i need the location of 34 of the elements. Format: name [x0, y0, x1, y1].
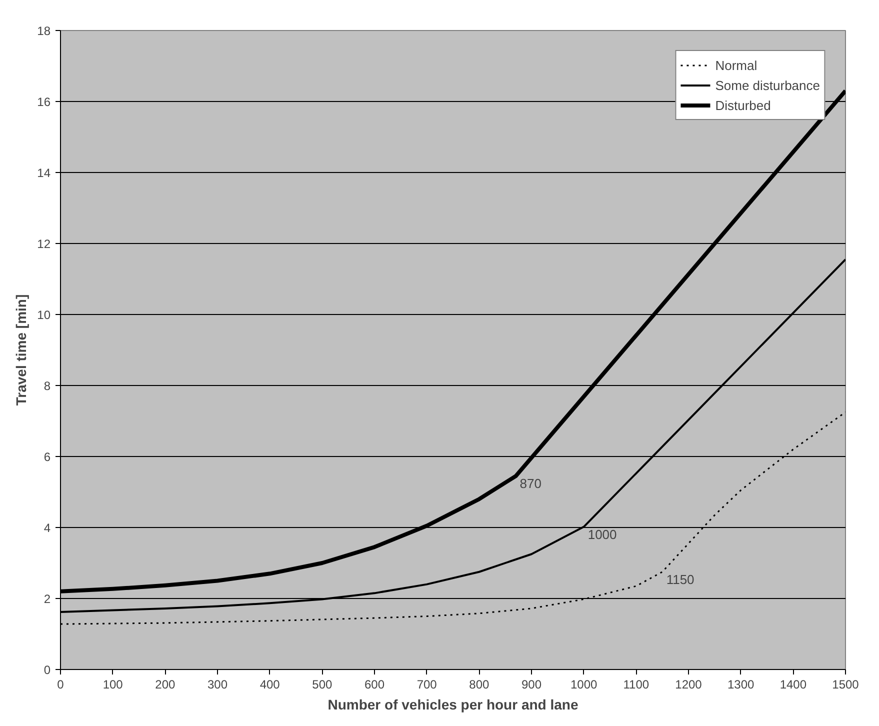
y-tick-label: 4	[44, 521, 51, 535]
x-tick-label: 1000	[570, 678, 598, 692]
y-axis-title: Travel time [min]	[13, 294, 30, 406]
x-tick-label: 1300	[727, 678, 755, 692]
x-tick-label: 1200	[675, 678, 702, 692]
x-tick-label: 0	[57, 678, 64, 692]
x-axis-title: Number of vehicles per hour and lane	[328, 696, 578, 712]
x-tick-label: 100	[102, 678, 124, 692]
y-tick-label: 12	[37, 237, 51, 251]
x-tick-label: 500	[312, 678, 333, 692]
x-tick-label: 900	[521, 678, 542, 692]
x-tick-label: 600	[364, 678, 385, 692]
x-tick-label: 400	[260, 678, 280, 692]
annotation: 1150	[666, 572, 694, 587]
y-tick-label: 18	[37, 24, 51, 38]
y-tick-label: 10	[37, 308, 51, 322]
x-tick-label: 200	[155, 678, 176, 692]
x-tick-label: 1400	[780, 678, 807, 692]
y-tick-label: 6	[44, 450, 51, 464]
x-tick-label: 1100	[623, 678, 650, 692]
y-tick-label: 2	[44, 592, 51, 606]
annotation: 1000	[588, 526, 617, 542]
x-tick-label: 1500	[832, 678, 860, 692]
x-tick-label: 800	[469, 678, 490, 692]
y-tick-label: 16	[37, 95, 51, 109]
y-tick-label: 0	[44, 663, 51, 677]
legend-label: Disturbed	[715, 98, 771, 112]
x-tick-label: 700	[416, 678, 438, 692]
y-tick-label: 14	[37, 166, 51, 180]
y-tick-label: 8	[44, 379, 51, 393]
annotation: 870	[520, 476, 542, 492]
x-tick-label: 300	[207, 678, 228, 692]
legend-label: Some disturbance	[715, 78, 820, 92]
legend-label: Normal	[715, 58, 758, 72]
